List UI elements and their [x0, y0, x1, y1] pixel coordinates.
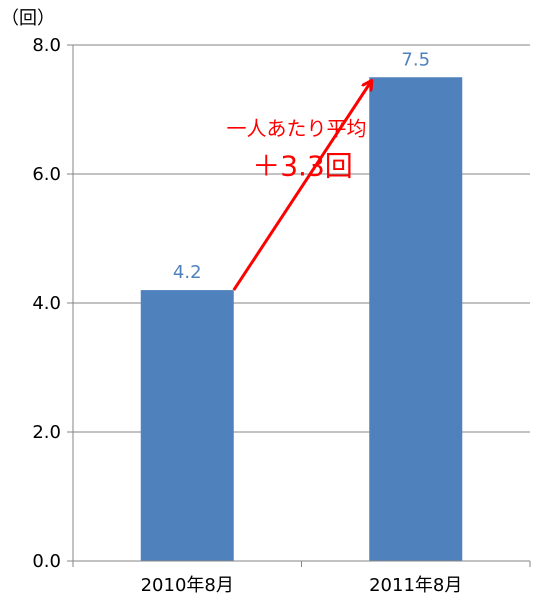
x-category-label-1: 2011年8月	[369, 575, 462, 596]
annotation-arrow	[232, 81, 372, 291]
x-category-label-0: 2010年8月	[141, 575, 234, 596]
data-label-0: 4.2	[173, 262, 202, 283]
annotation-text-line1: 一人あたり平均	[227, 116, 367, 140]
y-tick-label: 8.0	[32, 35, 61, 56]
bar-1	[369, 77, 463, 561]
y-tick-label: 2.0	[32, 422, 61, 443]
bar-0	[140, 290, 234, 561]
y-unit-label: （回）	[1, 8, 55, 29]
annotation-text-line2: ＋3.3回	[252, 149, 353, 182]
y-tick-label: 4.0	[32, 293, 61, 314]
y-tick-label: 6.0	[32, 164, 61, 185]
data-label-1: 7.5	[401, 49, 430, 70]
y-tick-label: 0.0	[32, 551, 61, 572]
